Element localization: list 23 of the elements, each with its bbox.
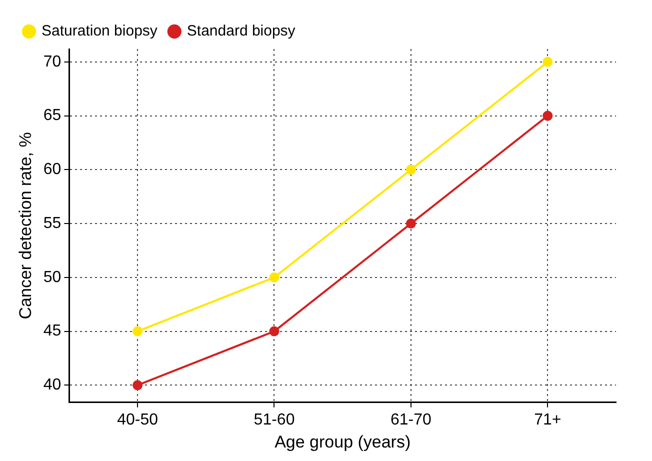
y-tick-label: 65 (43, 107, 62, 124)
y-tick-label: 55 (43, 214, 62, 232)
legend-label: Standard biopsy (186, 22, 296, 40)
x-tick-label: 40-50 (117, 411, 158, 428)
point (132, 380, 143, 390)
y-tick-label: 40 (43, 376, 62, 394)
y-tick-label: 45 (43, 322, 62, 340)
point (542, 56, 553, 67)
point (132, 326, 143, 336)
x-tick-label: 61-70 (390, 411, 432, 428)
point (406, 164, 416, 175)
point (269, 326, 280, 336)
x-axis-title: Age group (years) (274, 432, 411, 452)
point (542, 110, 553, 121)
point (269, 272, 280, 282)
x-tick-label: 51-60 (254, 411, 295, 428)
x-tick-label: 71+ (534, 411, 562, 428)
y-axis-title: Cancer detection rate, % (16, 132, 35, 320)
legend-label: Saturation biopsy (42, 22, 158, 40)
y-tick-label: 60 (43, 161, 62, 178)
y-tick-label: 70 (43, 53, 62, 70)
y-tick-label: 50 (43, 268, 62, 286)
point (406, 218, 416, 229)
